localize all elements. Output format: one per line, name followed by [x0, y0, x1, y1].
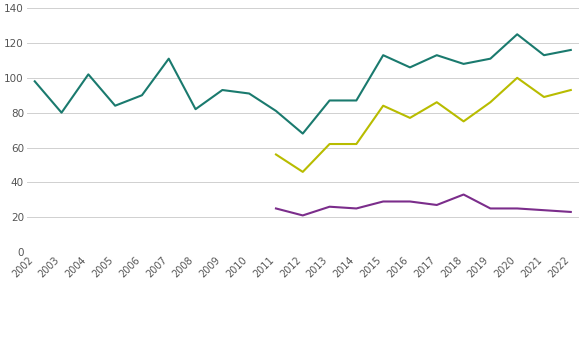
Total: [567, 48, 574, 52]
Man: [299, 170, 306, 174]
Total: [138, 93, 145, 97]
Total: [31, 79, 38, 83]
Man: [540, 95, 547, 99]
Man: [272, 152, 279, 156]
Total: [272, 109, 279, 113]
Man: [380, 104, 387, 108]
Man: [353, 142, 360, 146]
Total: [165, 57, 172, 61]
Kvinna: [540, 208, 547, 212]
Man: [487, 100, 494, 104]
Man: [514, 76, 521, 80]
Kvinna: [487, 206, 494, 211]
Kvinna: [460, 193, 467, 197]
Kvinna: [272, 206, 279, 211]
Total: [380, 53, 387, 57]
Man: [567, 88, 574, 92]
Total: [540, 53, 547, 57]
Total: [514, 32, 521, 36]
Line: Total: Total: [35, 34, 571, 134]
Kvinna: [433, 203, 440, 207]
Kvinna: [380, 199, 387, 204]
Total: [406, 65, 413, 70]
Line: Man: Man: [276, 78, 571, 172]
Total: [85, 72, 92, 76]
Man: [460, 119, 467, 124]
Total: [58, 111, 65, 115]
Man: [326, 142, 333, 146]
Man: [433, 100, 440, 104]
Kvinna: [567, 210, 574, 214]
Man: [406, 116, 413, 120]
Total: [487, 57, 494, 61]
Total: [219, 88, 226, 92]
Kvinna: [514, 206, 521, 211]
Total: [112, 104, 119, 108]
Total: [326, 98, 333, 103]
Kvinna: [326, 205, 333, 209]
Total: [433, 53, 440, 57]
Total: [192, 107, 199, 111]
Total: [245, 91, 252, 96]
Kvinna: [299, 213, 306, 217]
Total: [299, 132, 306, 136]
Line: Kvinna: Kvinna: [276, 195, 571, 215]
Kvinna: [353, 206, 360, 211]
Total: [353, 98, 360, 103]
Total: [460, 62, 467, 66]
Kvinna: [406, 199, 413, 204]
